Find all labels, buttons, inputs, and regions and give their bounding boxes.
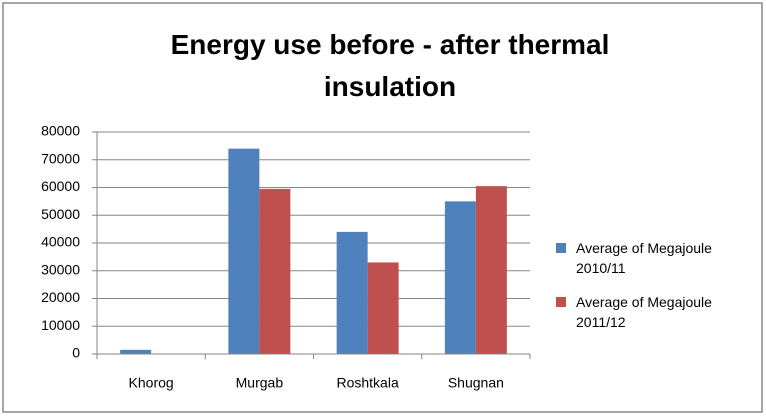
x-tick-label: Murgab xyxy=(236,375,284,391)
y-tick-label: 70000 xyxy=(41,150,80,166)
y-tick-label: 20000 xyxy=(41,289,80,305)
legend-item: Average of Megajoule 2010/11 xyxy=(556,238,746,278)
x-tick-label: Shugnan xyxy=(448,375,504,391)
legend-label: Average of Megajoule 2010/11 xyxy=(576,240,712,276)
x-tick-label: Roshtkala xyxy=(336,375,398,391)
bar xyxy=(367,262,399,354)
y-tick-label: 0 xyxy=(72,345,80,361)
legend-item: Average of Megajoule 2011/12 xyxy=(556,292,746,332)
bar xyxy=(228,148,260,354)
chart-title: Energy use before - after thermal insula… xyxy=(170,29,610,102)
legend-swatch xyxy=(556,243,566,253)
y-tick-label: 60000 xyxy=(41,178,80,194)
legend-label: Average of Megajoule 2011/12 xyxy=(576,294,712,330)
legend-swatch xyxy=(556,297,566,307)
bar xyxy=(336,231,368,354)
y-tick-label: 40000 xyxy=(41,234,80,250)
y-tick-label: 10000 xyxy=(41,317,80,333)
legend: Average of Megajoule 2010/11 Average of M… xyxy=(556,238,746,346)
x-tick-label: Khorog xyxy=(129,375,174,391)
y-tick-label: 30000 xyxy=(41,261,80,277)
bar xyxy=(475,186,507,354)
bar xyxy=(444,201,476,354)
y-tick-label: 80000 xyxy=(41,123,80,139)
bar xyxy=(120,349,152,354)
y-tick-label: 50000 xyxy=(41,206,80,222)
bar xyxy=(259,188,291,354)
